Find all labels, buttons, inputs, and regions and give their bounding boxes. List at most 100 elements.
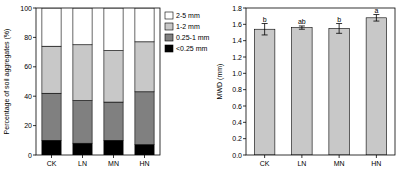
bar-segment xyxy=(104,140,123,155)
bar-segment xyxy=(73,45,92,101)
legend-swatch xyxy=(165,12,173,19)
chart: 0 20 40 60 80 100 CK LN MN HN Percentage of soil a… xyxy=(3,5,210,168)
x-tick xyxy=(264,155,265,158)
bar-segment xyxy=(135,8,154,42)
significance-letter: a xyxy=(374,7,378,14)
x-tick-label: MN xyxy=(108,160,119,167)
y-tick xyxy=(243,155,246,156)
error-cap xyxy=(299,25,305,26)
bar-segment xyxy=(42,8,61,46)
y-tick-label: 20 xyxy=(24,122,32,129)
error-stem xyxy=(264,24,265,35)
plot-marks xyxy=(254,15,386,155)
y-tick xyxy=(243,89,246,90)
y-tick xyxy=(243,40,246,41)
x-tick-label: CK xyxy=(260,160,270,167)
y-tick-label: 1.4 xyxy=(232,37,242,44)
error-stem xyxy=(301,26,302,29)
bar-segment xyxy=(42,140,61,155)
y-tick xyxy=(243,106,246,107)
chart: babba0.00.20.40.60.81.01.21.41.61.8CKLNM… xyxy=(216,5,395,168)
y-tick-label: 1.2 xyxy=(232,54,242,61)
y-tick xyxy=(243,73,246,74)
x-tick xyxy=(51,155,52,158)
x-tick-label: CK xyxy=(47,160,57,167)
bar-segment xyxy=(135,145,154,155)
y-tick-label: 80 xyxy=(24,34,32,41)
x-tick xyxy=(144,155,145,158)
legend: 2-5 mm 1-2 mm 0.25-1 mm <0.25 mm xyxy=(165,12,210,52)
error-cap xyxy=(336,33,342,34)
legend-swatch xyxy=(165,34,173,41)
x-tick xyxy=(301,155,302,158)
legend-label: 2-5 mm xyxy=(176,12,200,19)
y-tick xyxy=(33,66,36,67)
x-tick-label: MN xyxy=(334,160,345,167)
x-tick-label: LN xyxy=(297,160,306,167)
bar-segment xyxy=(73,101,92,144)
y-tick xyxy=(243,138,246,139)
y-tick xyxy=(33,37,36,38)
error-cap xyxy=(373,14,379,15)
error-cap xyxy=(262,34,268,35)
legend-swatch xyxy=(165,23,173,30)
bar-segment xyxy=(73,8,92,45)
bar-segment xyxy=(104,8,123,51)
y-tick-label: 60 xyxy=(24,63,32,70)
y-tick xyxy=(33,8,36,9)
bar-segment xyxy=(104,51,123,102)
error-bar xyxy=(299,26,305,29)
x-tick-label: LN xyxy=(78,160,87,167)
x-tick-label: HN xyxy=(371,160,381,167)
y-tick-label: 0.6 xyxy=(232,103,242,110)
y-axis-label: Percentage of soil aggregates (%) xyxy=(3,29,11,135)
legend-label: 0.25-1 mm xyxy=(176,34,210,41)
legend-label: 1-2 mm xyxy=(176,23,200,30)
significance-letter: ab xyxy=(298,18,306,25)
error-bar xyxy=(262,24,268,35)
plot-frame xyxy=(246,8,395,155)
plot-frame xyxy=(36,8,160,155)
error-stem xyxy=(376,15,377,22)
x-tick xyxy=(339,155,340,158)
y-tick xyxy=(33,125,36,126)
bar-segment xyxy=(73,143,92,155)
x-tick xyxy=(113,155,114,158)
y-tick xyxy=(33,96,36,97)
error-bar xyxy=(336,24,342,34)
y-axis-label: MWD (mm) xyxy=(216,64,224,100)
x-tick xyxy=(82,155,83,158)
legend-label: <0.25 mm xyxy=(176,45,207,52)
bar-segment xyxy=(104,102,123,140)
y-tick-label: 1.8 xyxy=(232,5,242,12)
bar xyxy=(254,29,274,155)
x-tick xyxy=(376,155,377,158)
bar xyxy=(292,28,312,155)
x-tick-label: HN xyxy=(139,160,149,167)
bar-segment xyxy=(135,42,154,92)
error-cap xyxy=(373,21,379,22)
y-tick xyxy=(243,57,246,58)
error-cap xyxy=(299,29,305,30)
plot-marks xyxy=(42,8,154,155)
figure: 0 20 40 60 80 100 CK LN MN HN Percentage of soil a… xyxy=(0,0,400,173)
y-tick xyxy=(243,8,246,9)
error-cap xyxy=(262,23,268,24)
y-tick-label: 0 xyxy=(28,152,32,159)
bar xyxy=(366,18,386,155)
legend-swatch xyxy=(165,45,173,52)
bar xyxy=(329,28,349,155)
y-tick-label: 1.6 xyxy=(232,21,242,28)
y-tick-label: 1.0 xyxy=(232,70,242,77)
bar-segment xyxy=(135,92,154,145)
y-tick-label: 100 xyxy=(20,5,32,12)
y-tick-label: 40 xyxy=(24,93,32,100)
error-bar xyxy=(373,15,379,22)
y-tick xyxy=(243,122,246,123)
y-tick xyxy=(33,155,36,156)
error-cap xyxy=(336,23,342,24)
y-tick-label: 0.2 xyxy=(232,135,242,142)
y-tick-label: 0.4 xyxy=(232,119,242,126)
error-stem xyxy=(339,24,340,34)
y-tick-label: 0.8 xyxy=(232,86,242,93)
